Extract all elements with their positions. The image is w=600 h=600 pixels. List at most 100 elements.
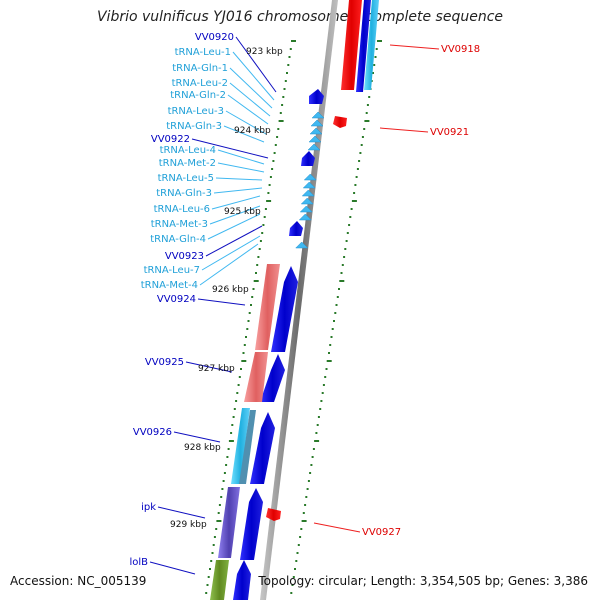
gene-label-trna-gln-1[interactable]: tRNA-Gln-1: [172, 63, 228, 74]
tick-mark: [276, 136, 279, 138]
tick-mark: [306, 488, 309, 490]
tick-mark: [328, 352, 330, 354]
leader-line: [205, 225, 263, 257]
gene-label-trna-met-2[interactable]: tRNA-Met-2: [159, 158, 216, 169]
tick-mark: [236, 392, 239, 394]
gene-label-vv0922[interactable]: VV0922: [151, 134, 190, 145]
leader-line: [389, 44, 440, 50]
tick-mark: [290, 592, 293, 594]
tick-mark: [259, 240, 262, 242]
tick-mark: [273, 152, 276, 154]
gene-label-trna-leu-4[interactable]: tRNA-Leu-4: [160, 145, 216, 156]
tick-mark: [282, 96, 285, 98]
tick-mark: [264, 208, 267, 210]
tick-mark: [324, 376, 327, 378]
gene-label-vv0923[interactable]: VV0923: [165, 251, 204, 262]
gene-label-trna-gln-2[interactable]: tRNA-Gln-2: [170, 90, 226, 101]
gene-label-trna-met-4[interactable]: tRNA-Met-4: [141, 280, 198, 291]
tick-mark: [228, 440, 234, 442]
tick-mark: [215, 528, 218, 530]
leader-line: [191, 138, 269, 159]
gene-label-trna-gln-3[interactable]: tRNA-Gln-3: [156, 188, 212, 199]
gene-label-ipk[interactable]: ipk: [141, 502, 156, 513]
tick-mark: [241, 360, 247, 362]
tick-mark: [363, 128, 366, 130]
gene-label-vv0920[interactable]: VV0920: [195, 32, 234, 43]
gene-label-trna-leu-6[interactable]: tRNA-Leu-6: [154, 204, 210, 215]
leader-line: [235, 36, 277, 93]
topology-summary: Topology: circular; Length: 3,354,505 bp…: [258, 574, 588, 588]
tick-mark: [354, 184, 357, 186]
tick-mark: [300, 528, 303, 530]
gene-label-vv0924[interactable]: VV0924: [157, 294, 196, 305]
tick-mark: [355, 176, 358, 178]
gene-label-vv0927[interactable]: VV0927: [362, 527, 401, 538]
gene-label-trna-gln-3[interactable]: tRNA-Gln-3: [166, 121, 222, 132]
gene-teal-mid: [239, 410, 256, 484]
gene-label-trna-leu-3[interactable]: tRNA-Leu-3: [168, 106, 224, 117]
tick-mark: [283, 88, 286, 90]
gene-label-vv0926[interactable]: VV0926: [133, 427, 172, 438]
gene-label-trna-leu-7[interactable]: tRNA-Leu-7: [144, 265, 200, 276]
trna-arrow: [311, 111, 325, 119]
kbp-label: 929 kbp: [170, 520, 207, 530]
tick-mark: [261, 232, 264, 234]
tick-mark: [221, 488, 224, 490]
tick-mark: [272, 160, 275, 162]
trna-cluster: [295, 111, 325, 249]
gene-label-trna-leu-2[interactable]: tRNA-Leu-2: [172, 78, 228, 89]
accession-text: Accession: NC_005139: [10, 574, 147, 588]
tick-mark: [364, 120, 370, 122]
kbp-label: 926 kbp: [212, 285, 249, 295]
gene-label-lolb[interactable]: lolB: [129, 557, 148, 568]
tick-mark: [307, 480, 310, 482]
tick-mark: [237, 384, 240, 386]
gene-vv0923-arrow: [289, 221, 303, 236]
tick-mark: [227, 448, 230, 450]
gene-label-trna-met-3[interactable]: tRNA-Met-3: [151, 219, 208, 230]
tick-mark: [284, 80, 287, 82]
tick-mark: [329, 344, 332, 346]
tick-mark: [343, 256, 346, 258]
gene-label-trna-leu-5[interactable]: tRNA-Leu-5: [158, 173, 214, 184]
label-leaders: [149, 36, 440, 575]
tick-mark: [334, 312, 337, 314]
tick-mark: [269, 176, 272, 178]
gene-label-vv0918[interactable]: VV0918: [441, 44, 480, 55]
tick-mark: [267, 192, 270, 194]
tick-mark: [346, 232, 349, 234]
tick-mark: [295, 560, 298, 562]
tick-mark: [351, 200, 357, 202]
tick-mark: [321, 392, 324, 394]
tick-mark: [255, 272, 257, 274]
leader-line: [201, 235, 261, 271]
tick-mark: [374, 56, 377, 58]
tick-mark: [253, 280, 259, 282]
tick-mark: [271, 168, 274, 170]
gene-vv0926-block: [250, 412, 275, 484]
gene-label-vv0925[interactable]: VV0925: [145, 357, 184, 368]
tick-mark: [289, 48, 292, 50]
tick-mark: [222, 480, 225, 482]
tick-mark: [226, 456, 229, 458]
tick-mark: [316, 424, 319, 426]
leader-line: [217, 162, 265, 173]
tick-mark: [246, 328, 249, 330]
tick-mark: [256, 264, 259, 266]
gene-label-vv0921[interactable]: VV0921: [430, 127, 469, 138]
tick-mark: [339, 280, 345, 282]
gene-salmon-2: [244, 352, 268, 402]
tick-mark: [218, 504, 221, 506]
gene-vv0921-arrow: [333, 116, 347, 128]
tick-mark: [216, 520, 222, 522]
gene-labels: VV0920tRNA-Leu-1tRNA-Gln-1tRNA-Leu-2tRNA…: [129, 32, 480, 568]
gene-label-trna-leu-1[interactable]: tRNA-Leu-1: [175, 47, 231, 58]
trna-arrow: [299, 205, 313, 213]
tick-mark: [330, 336, 333, 338]
tick-mark: [220, 496, 223, 498]
tick-mark: [292, 576, 295, 578]
leader-line: [197, 298, 246, 306]
leader-line: [207, 213, 261, 240]
tick-mark: [340, 272, 343, 274]
gene-label-trna-gln-4[interactable]: tRNA-Gln-4: [150, 234, 206, 245]
